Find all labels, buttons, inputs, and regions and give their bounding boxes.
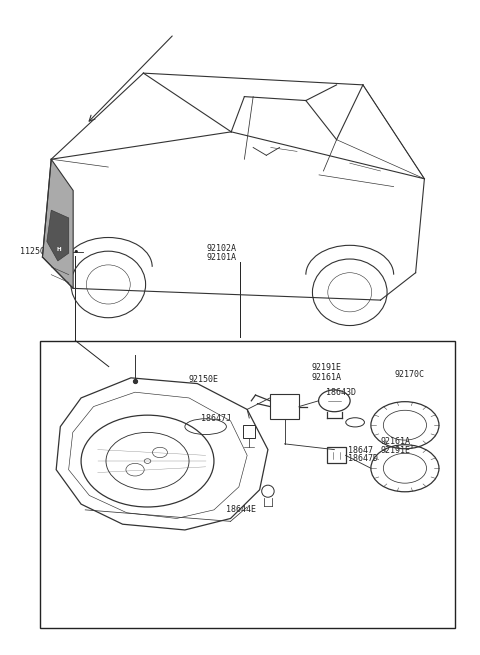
Text: 92101A: 92101A <box>206 253 237 262</box>
Text: •: • <box>72 247 79 257</box>
Text: 92161A: 92161A <box>380 437 410 446</box>
Text: 18647J: 18647J <box>202 414 231 423</box>
Text: 1125GD: 1125GD <box>21 247 50 255</box>
Text: 92170C: 92170C <box>395 371 424 379</box>
Text: 92191E: 92191E <box>380 445 410 455</box>
Text: 92161A: 92161A <box>312 373 341 382</box>
Text: 18647D: 18647D <box>348 455 378 463</box>
Text: 92191E: 92191E <box>312 364 341 372</box>
Text: 18643D: 18643D <box>326 388 356 398</box>
Text: 18644E: 18644E <box>227 506 256 514</box>
Text: 92150E: 92150E <box>188 375 218 384</box>
Text: 18647: 18647 <box>348 445 372 455</box>
FancyBboxPatch shape <box>39 341 455 627</box>
Text: 92102A: 92102A <box>206 244 237 253</box>
